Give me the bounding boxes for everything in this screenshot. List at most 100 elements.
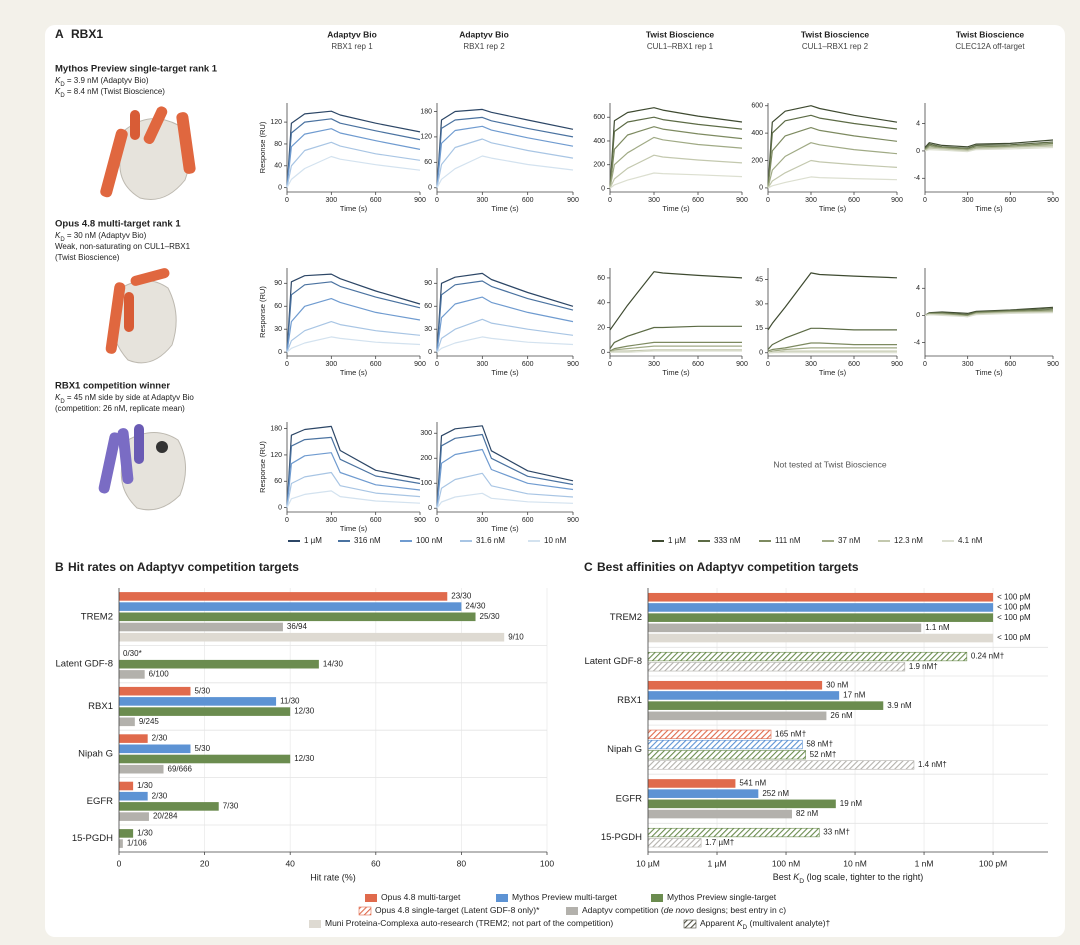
- value-label: 12/30: [294, 754, 315, 763]
- legend-label: 1 µM: [668, 536, 686, 545]
- text-span: Mythos Preview multi-target: [512, 892, 618, 902]
- text-span: (log scale, tighter to the right): [804, 872, 923, 882]
- bar: [119, 670, 145, 679]
- value-label: < 100 pM: [997, 603, 1031, 612]
- y-axis-label: Response (RU): [258, 286, 267, 338]
- y-axis-label: Response (RU): [258, 441, 267, 493]
- sensorgram-line: [436, 425, 574, 509]
- value-label: 165 nM†: [775, 729, 806, 738]
- y-tick-label: 90: [274, 280, 282, 287]
- sensorgram-line: [767, 127, 898, 188]
- bar: [119, 612, 476, 622]
- y-axis-label: Response (RU): [258, 121, 267, 173]
- value-label: 9/10: [508, 632, 524, 641]
- x-tick-label: 600: [1004, 361, 1016, 368]
- x-tick-label: 900: [736, 361, 748, 368]
- sensorgram-line: [436, 125, 574, 188]
- sensorgram-line: [436, 108, 574, 188]
- row-note: KD = 45 nM side by side at Adaptyv Bio: [55, 393, 194, 404]
- bar: [119, 744, 191, 754]
- sensorgram-line: [286, 155, 421, 188]
- bar: [119, 802, 219, 811]
- y-tick-label: 600: [593, 114, 605, 121]
- text-span: K: [737, 918, 743, 928]
- text-span: D: [60, 93, 65, 99]
- x-tick-label: 20: [200, 858, 210, 868]
- x-tick-label: 60: [371, 858, 381, 868]
- legend-swatch: [365, 894, 377, 902]
- y-tick-label: 0: [428, 185, 432, 192]
- bar: [119, 632, 505, 642]
- x-tick-label: 300: [325, 197, 337, 204]
- value-label: 52 nM†: [810, 750, 837, 759]
- x-axis-label: Time (s): [975, 368, 1003, 377]
- y-tick-label: 400: [751, 130, 763, 137]
- row-title: Mythos Preview single-target rank 1: [55, 64, 218, 75]
- bar: [648, 711, 827, 721]
- x-tick-label: 300: [476, 197, 488, 204]
- bar: [648, 799, 836, 809]
- column-subtitle: CLEC12A off-target: [955, 42, 1025, 51]
- value-label: 1/106: [127, 839, 148, 848]
- row-title: Opus 4.8 multi-target rank 1: [55, 219, 181, 230]
- sensorgram-line: [767, 159, 898, 189]
- bar: [119, 717, 135, 727]
- text-span: Opus 4.8 multi-target: [381, 892, 461, 902]
- y-tick-label: 200: [593, 162, 605, 169]
- y-tick-label: 300: [420, 430, 432, 437]
- x-tick-label: 900: [736, 197, 748, 204]
- value-label: 69/666: [168, 764, 193, 773]
- x-tick-label: 300: [648, 361, 660, 368]
- value-label: 3.9 nM: [887, 701, 912, 710]
- category-label: EGFR: [616, 793, 643, 804]
- bar: [119, 791, 148, 801]
- protein-2: [105, 268, 177, 364]
- x-tick-label: 0: [923, 361, 927, 368]
- text-span: Muni Proteina-Complexa auto-research (TR…: [325, 918, 613, 928]
- x-tick-label: 0: [435, 361, 439, 368]
- legend-label: 4.1 nM: [958, 536, 983, 545]
- bar: [648, 592, 994, 602]
- value-label: 82 nM: [796, 809, 819, 818]
- sensorgram-line: [609, 341, 742, 352]
- sensorgram-line: [436, 138, 574, 188]
- bar: [647, 662, 906, 672]
- sensorgram-line: [767, 114, 898, 188]
- x-tick-label: 0: [608, 361, 612, 368]
- x-tick-label: 600: [692, 197, 704, 204]
- x-tick-label: 600: [370, 517, 382, 524]
- y-tick-label: 30: [755, 301, 763, 308]
- y-tick-label: 0: [428, 349, 432, 356]
- value-label: 5/30: [194, 744, 210, 753]
- sensorgram-line: [924, 142, 1054, 151]
- y-tick-label: 0: [428, 505, 432, 512]
- value-label: 0/30*: [123, 649, 142, 658]
- x-axis-label: Time (s): [340, 368, 368, 377]
- y-tick-label: 4: [916, 120, 920, 127]
- sensorgram-line: [609, 136, 743, 189]
- text-span: K: [793, 872, 800, 882]
- column-title: Adaptyv Bio: [459, 29, 509, 39]
- y-tick-label: 20: [597, 324, 605, 331]
- x-tick-label: 0: [285, 197, 289, 204]
- sensorgram-line: [286, 336, 421, 353]
- y-tick-label: 0: [916, 148, 920, 155]
- x-tick-label: 300: [325, 361, 337, 368]
- bar: [648, 613, 994, 622]
- bar: [647, 651, 968, 662]
- y-tick-label: 200: [751, 157, 763, 164]
- sensorgram-line: [286, 128, 421, 188]
- y-tick-label: -4: [914, 175, 920, 182]
- sensorgram-line: [286, 436, 421, 508]
- text-span: K: [55, 393, 61, 402]
- x-axis-label: Time (s): [491, 204, 519, 213]
- x-axis-label: Time (s): [662, 204, 690, 213]
- text-span: D: [799, 878, 804, 885]
- y-tick-label: 600: [751, 103, 763, 110]
- x-tick-label: 0: [923, 197, 927, 204]
- text-span: Weak, non-saturating on CUL1–RBX1: [55, 242, 191, 251]
- value-label: 14/30: [323, 659, 344, 668]
- bar: [647, 760, 915, 770]
